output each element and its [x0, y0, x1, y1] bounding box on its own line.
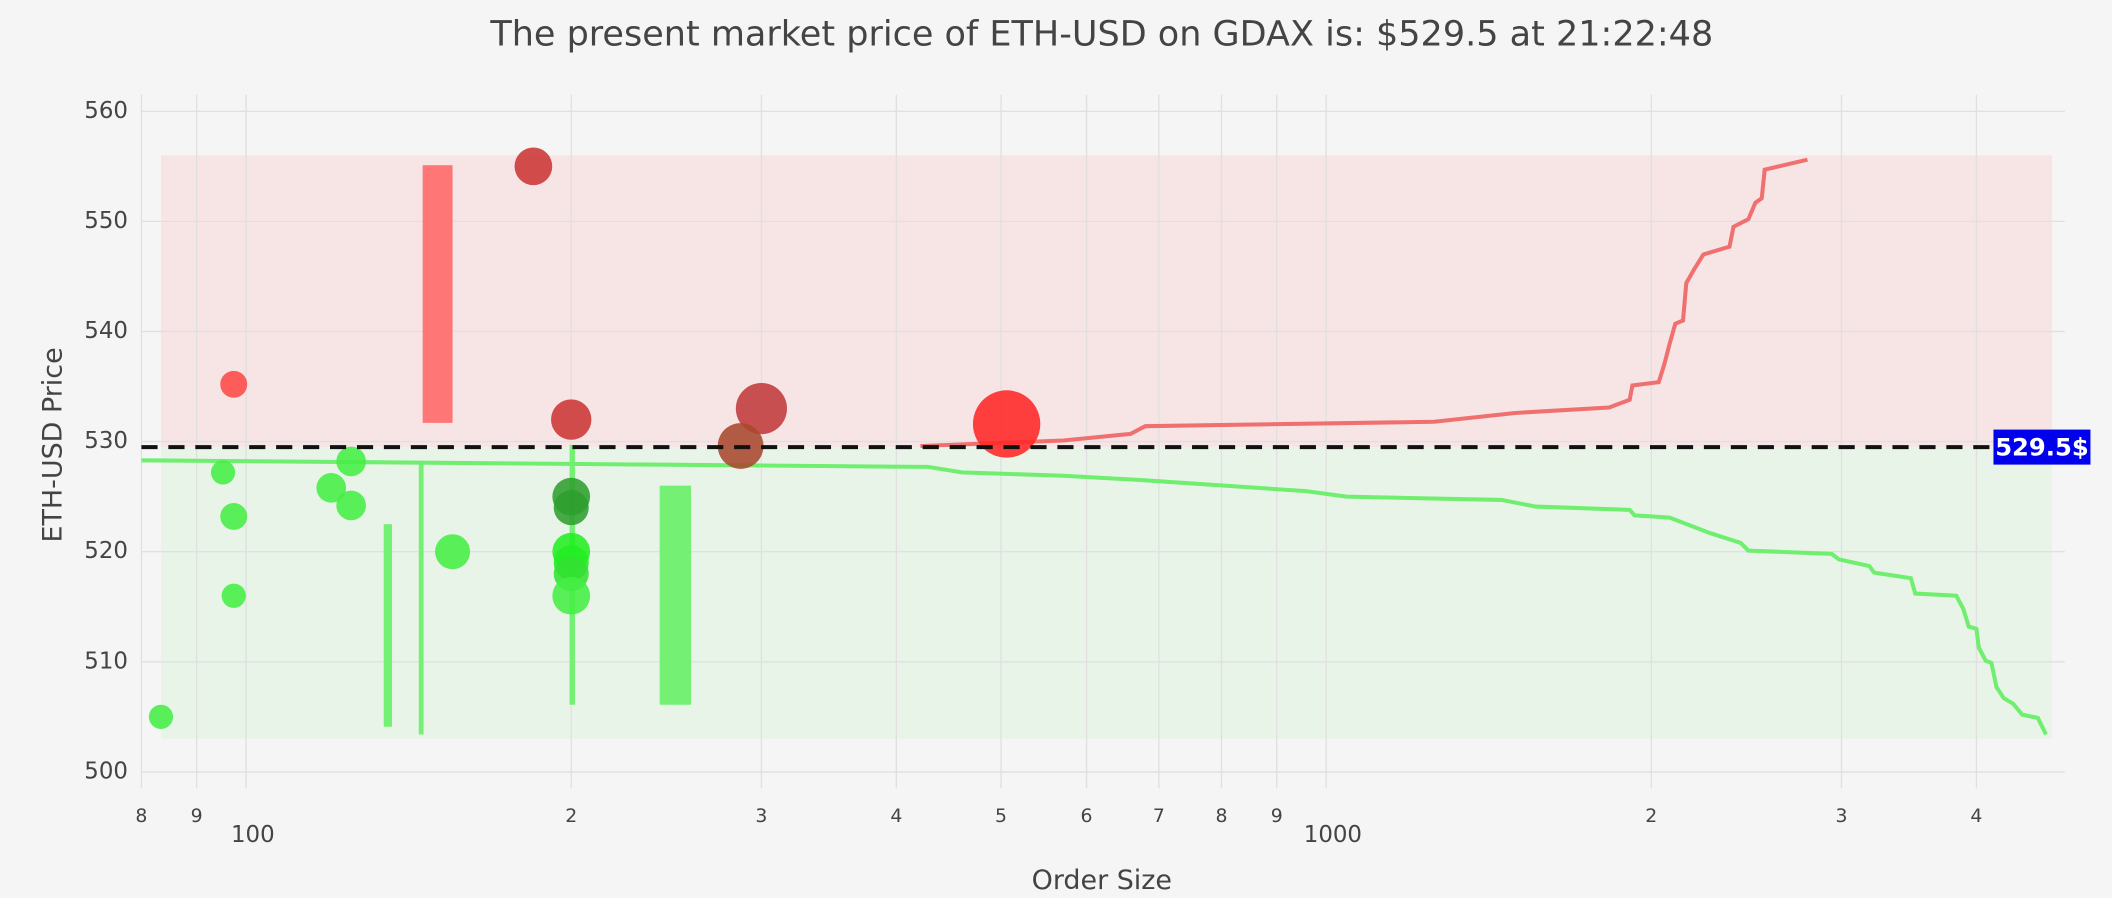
x-tick-label: 9 [191, 806, 203, 827]
order-bubble [220, 502, 248, 530]
depth-line [141, 458, 2048, 736]
x-tick-label: 3 [1835, 806, 1847, 827]
chart-title: The present market price of ETH-USD on G… [489, 13, 1713, 54]
x-tick-label: 100 [231, 822, 275, 848]
price-zone [160, 155, 2053, 448]
order-bubble [336, 490, 366, 521]
x-tick-label: 2 [565, 806, 577, 827]
order-bubble [210, 460, 236, 485]
y-tick-label: 520 [84, 538, 128, 564]
order-bubble [336, 446, 366, 477]
order-bubble [551, 399, 592, 440]
current-price-label-box [1993, 429, 2091, 465]
x-tick-label: 7 [1153, 806, 1165, 827]
y-tick-label: 510 [84, 648, 128, 674]
order-bubble [435, 534, 471, 570]
order-bar [383, 524, 393, 727]
y-tick-label: 560 [84, 98, 128, 124]
order-bubble [316, 473, 347, 503]
order-bubble [553, 490, 589, 526]
x-tick-label: 6 [1081, 806, 1093, 827]
order-bubble [514, 147, 553, 186]
order-bubble [972, 390, 1041, 458]
price-zone [160, 447, 2053, 739]
order-bubble [148, 704, 174, 729]
y-tick-label: 550 [84, 208, 128, 234]
x-tick-label: 1000 [1304, 822, 1362, 848]
y-axis-label: ETH-USD Price [37, 347, 68, 542]
order-bar [418, 462, 424, 735]
x-axis-label: Order Size [1032, 865, 1172, 896]
x-tick-label: 8 [1215, 806, 1227, 827]
x-tick-label: 8 [135, 806, 147, 827]
y-tick-label: 500 [84, 758, 128, 784]
order-bar [422, 165, 453, 423]
x-tick-label: 4 [1970, 806, 1982, 827]
y-tick-label: 530 [84, 428, 128, 454]
current-price-label: 529.5$ [1995, 432, 2089, 461]
x-tick-label: 4 [890, 806, 902, 827]
y-tick-label: 540 [84, 318, 128, 344]
depth-line [920, 157, 1808, 449]
x-tick-label: 9 [1271, 806, 1283, 827]
x-tick-label: 2 [1645, 806, 1657, 827]
order-bubble [221, 583, 246, 608]
x-tick-label: 5 [995, 806, 1007, 827]
x-tick-label: 3 [755, 806, 767, 827]
order-bubble [220, 370, 248, 398]
order-bubble [552, 576, 591, 615]
order-bubble [735, 382, 788, 435]
order-bar [659, 485, 692, 705]
